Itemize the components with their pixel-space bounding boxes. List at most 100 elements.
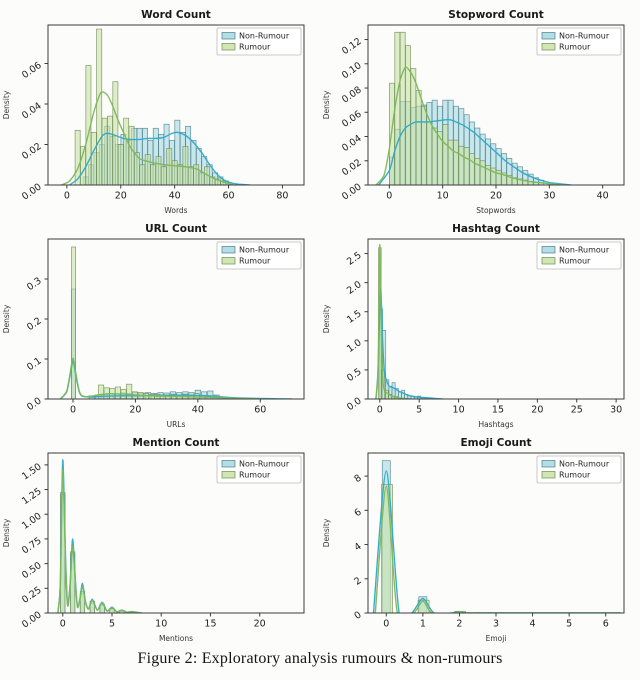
tick-marks [364,253,617,403]
bar-rumour [431,127,438,185]
y-tick-label: 6 [352,507,363,519]
axes-frame [367,24,625,186]
tick-marks [364,475,607,617]
x-tick-label: 15 [492,405,504,416]
legend-label-rumour: Rumour [559,257,591,266]
legend-label-non-rumour: Non-Rumour [239,460,290,469]
x-tick-label: 0 [383,619,389,630]
x-tick-label: 2 [456,619,462,630]
legend-box [536,455,622,484]
chart-title: Mention Count [133,437,220,449]
legend-box [536,241,622,270]
legend-label-rumour: Rumour [559,471,591,480]
bar-rumour [410,68,417,185]
x-axis-label: Words [164,206,187,215]
legend-box [216,455,302,484]
kde-line-rumour [60,91,235,185]
y-tick-label: 0.02 [340,157,364,178]
y-axis-label: Density [322,90,331,119]
y-tick-label: 8 [352,473,363,485]
legend-label-rumour: Rumour [239,43,271,52]
tick-marks [364,39,604,189]
legend-box [536,27,622,56]
chart-svg-url-count: URL Count URLs Density 0 20 40 60 0.0 0.1 0.2 0.3 N… [2,223,305,429]
bar-rumour [474,157,481,185]
y-tick-label: 0.3 [25,275,44,293]
x-axis-label: Emoji [486,634,507,643]
bar-rumour [469,153,475,185]
x-tick-label: 0 [60,619,66,630]
x-tick-label: 0 [386,191,392,202]
y-tick-label: 1.0 [345,337,364,355]
chart-stopword-count: Stopword Count Stopwords Density 0 10 20 30 40 0… [320,5,640,219]
x-tick-label: 20 [129,405,141,416]
plot-area [372,460,622,613]
chart-url-count: URL Count URLs Density 0 20 40 60 0.0 0.1 0.2 0.3 N… [0,219,320,433]
chart-mention-count: Mention Count Mentions Density 0 5 10 15 20 0.00… [0,433,320,647]
x-tick-label: 25 [571,405,583,416]
legend-swatch-non-rumour [541,460,556,468]
x-tick-label: 60 [223,191,235,202]
bar-rumour [463,147,470,185]
x-tick-label: 40 [169,191,181,202]
bar-rumour [79,590,86,613]
plot-area [375,244,444,399]
y-tick-label: 1.25 [20,486,44,507]
x-tick-label: 10 [437,191,449,202]
legend-swatch-rumour [541,43,556,51]
x-tick-label: 1 [420,619,426,630]
legend: Non-Rumour Rumour [536,455,622,484]
x-tick-label: 10 [155,619,167,630]
y-tick-label: 2.5 [345,250,364,268]
bar-rumour [101,117,108,185]
x-tick-label: 5 [416,405,422,416]
kde-line-rumour [59,357,261,399]
bar-rumour [114,386,121,399]
bar-rumour [126,383,133,399]
y-tick-label: 0.00 [20,181,44,202]
bar-rumour [479,160,486,185]
bar-rumour [458,145,465,185]
y-axis-label: Density [322,518,331,547]
tick-marks [44,62,283,189]
charts-grid: Word Count Words Density 0 20 40 60 80 0.00 0.02 0… [0,5,640,647]
legend: Non-Rumour Rumour [216,27,302,56]
x-tick-label: 40 [597,191,609,202]
y-tick-label: 0 [352,609,363,621]
y-axis-label: Density [2,90,11,119]
axes-frame [47,238,305,400]
legend-box [216,27,302,56]
axes-frame [367,452,625,614]
y-tick-label: 0.02 [20,141,44,162]
bar-rumour [71,246,76,399]
y-axis-label: Density [2,304,11,333]
legend-swatch-rumour [541,471,556,479]
y-tick-label: 1.00 [20,511,44,532]
tick-marks [44,278,261,403]
legend-swatch-non-rumour [221,246,236,254]
bar-rumour [426,121,433,185]
y-tick-label: 0.04 [20,100,44,121]
legend: Non-Rumour Rumour [216,241,302,270]
x-tick-label: 4 [530,619,536,630]
bar-rumour [405,45,411,185]
chart-title: URL Count [145,223,207,235]
y-tick-label: 0.06 [340,109,364,130]
legend-label-rumour: Rumour [239,257,271,266]
x-tick-label: 6 [603,619,609,630]
x-tick-label: 20 [531,405,543,416]
y-tick-label: 0.04 [340,133,364,154]
x-tick-label: 80 [276,191,288,202]
x-tick-label: 20 [490,191,502,202]
x-tick-label: 15 [204,619,216,630]
x-axis-label: Mentions [159,634,193,643]
bar-rumour [198,172,205,185]
chart-svg-hashtag-count: Hashtag Count Hashtags Density 0 5 10 15 20 25 30… [322,223,625,429]
x-tick-label: 0 [64,191,70,202]
y-tick-label: 0.12 [340,36,364,57]
y-tick-label: 4 [352,541,363,553]
y-tick-label: 0.75 [20,535,44,556]
bar-rumour [155,156,162,185]
histogram-bars-rumour [60,494,135,613]
